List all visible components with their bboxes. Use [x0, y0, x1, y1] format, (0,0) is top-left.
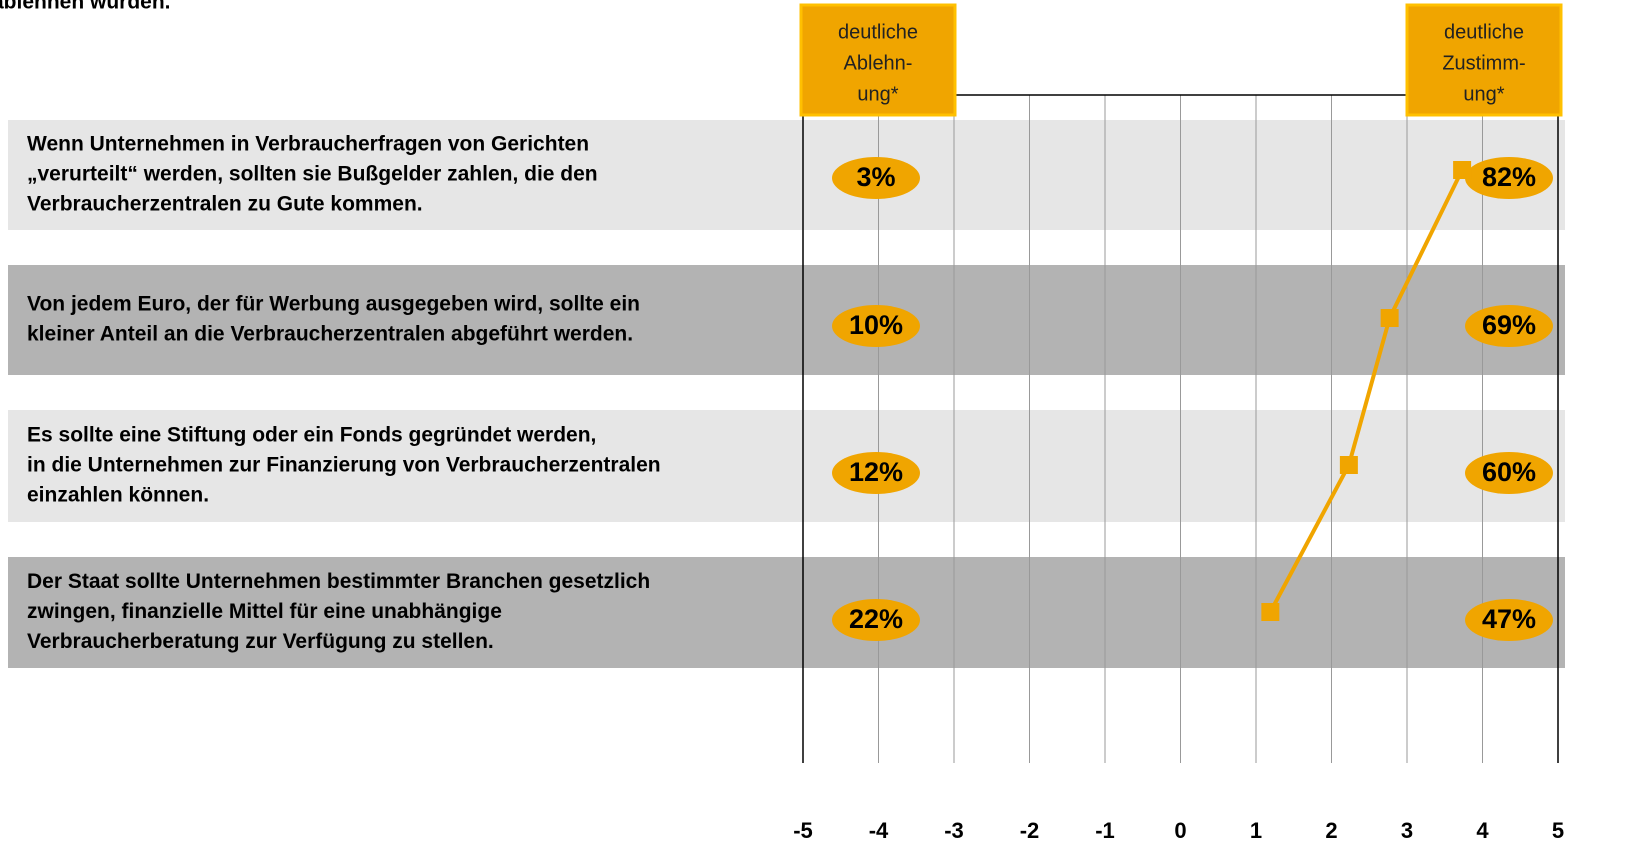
x-tick-label: 5	[1552, 818, 1564, 843]
category-label: Es sollte eine Stiftung oder ein Fonds g…	[27, 424, 596, 447]
header-label: Ablehn-	[844, 52, 913, 74]
header-box	[799, 3, 957, 117]
header-label: deutliche	[1444, 21, 1524, 43]
row-band	[8, 557, 1565, 668]
header-label: ung*	[1463, 83, 1504, 105]
x-tick-label: 3	[1401, 818, 1413, 843]
x-tick-label: 2	[1325, 818, 1337, 843]
percent-bubble	[832, 452, 920, 494]
percent-label: 69%	[1482, 310, 1536, 340]
x-tick-label: 4	[1476, 818, 1489, 843]
percent-label: 22%	[849, 604, 903, 634]
category-label: Verbraucherzentralen zu Gute kommen.	[27, 193, 423, 216]
row-band	[8, 120, 1565, 230]
percent-bubble	[1465, 305, 1553, 347]
percent-label: 3%	[856, 162, 895, 192]
category-label: „verurteilt“ werden, sollten sie Bußgeld…	[27, 163, 598, 186]
percent-bubble	[832, 157, 920, 199]
mean-marker	[1261, 603, 1280, 621]
x-tick-label: -2	[1020, 818, 1040, 843]
x-tick-label: -5	[793, 818, 813, 843]
percent-bubble	[1465, 452, 1553, 494]
header-label: deutliche	[838, 21, 918, 43]
x-tick-label: 0	[1174, 818, 1186, 843]
row-band	[8, 265, 1565, 375]
percent-label: 47%	[1482, 604, 1536, 634]
percent-label: 82%	[1482, 162, 1536, 192]
category-label: in die Unternehmen zur Finanzierung von …	[27, 454, 661, 477]
percent-bubble	[1465, 157, 1553, 199]
header-label: Zustimm-	[1442, 52, 1525, 74]
header-label: ung*	[857, 83, 898, 105]
percent-bubble	[832, 599, 920, 641]
x-tick-label: -1	[1095, 818, 1115, 843]
mean-line	[1268, 169, 1464, 613]
percent-label: 12%	[849, 457, 903, 487]
percent-bubble	[832, 305, 920, 347]
percent-label: 10%	[849, 310, 903, 340]
chart-title: ablehnen würden.	[0, 0, 171, 14]
category-label: einzahlen können.	[27, 484, 209, 507]
header-box	[1405, 3, 1563, 117]
row-band	[8, 410, 1565, 522]
category-label: Der Staat sollte Unternehmen bestimmter …	[27, 570, 650, 593]
category-label: Wenn Unternehmen in Verbraucherfragen vo…	[27, 133, 589, 156]
percent-label: 60%	[1482, 457, 1536, 487]
category-label: Von jedem Euro, der für Werbung ausgegeb…	[27, 293, 640, 316]
category-label: kleiner Anteil an die Verbraucherzentral…	[27, 323, 633, 346]
mean-marker	[1380, 309, 1399, 327]
percent-bubble	[1465, 599, 1553, 641]
x-tick-label: 1	[1250, 818, 1262, 843]
mean-marker	[1453, 161, 1472, 179]
x-tick-label: -4	[869, 818, 889, 843]
mean-marker	[1339, 456, 1358, 474]
category-label: Verbraucherberatung zur Verfügung zu ste…	[27, 630, 494, 653]
x-tick-label: -3	[944, 818, 964, 843]
category-label: zwingen, finanzielle Mittel für eine una…	[27, 600, 502, 623]
